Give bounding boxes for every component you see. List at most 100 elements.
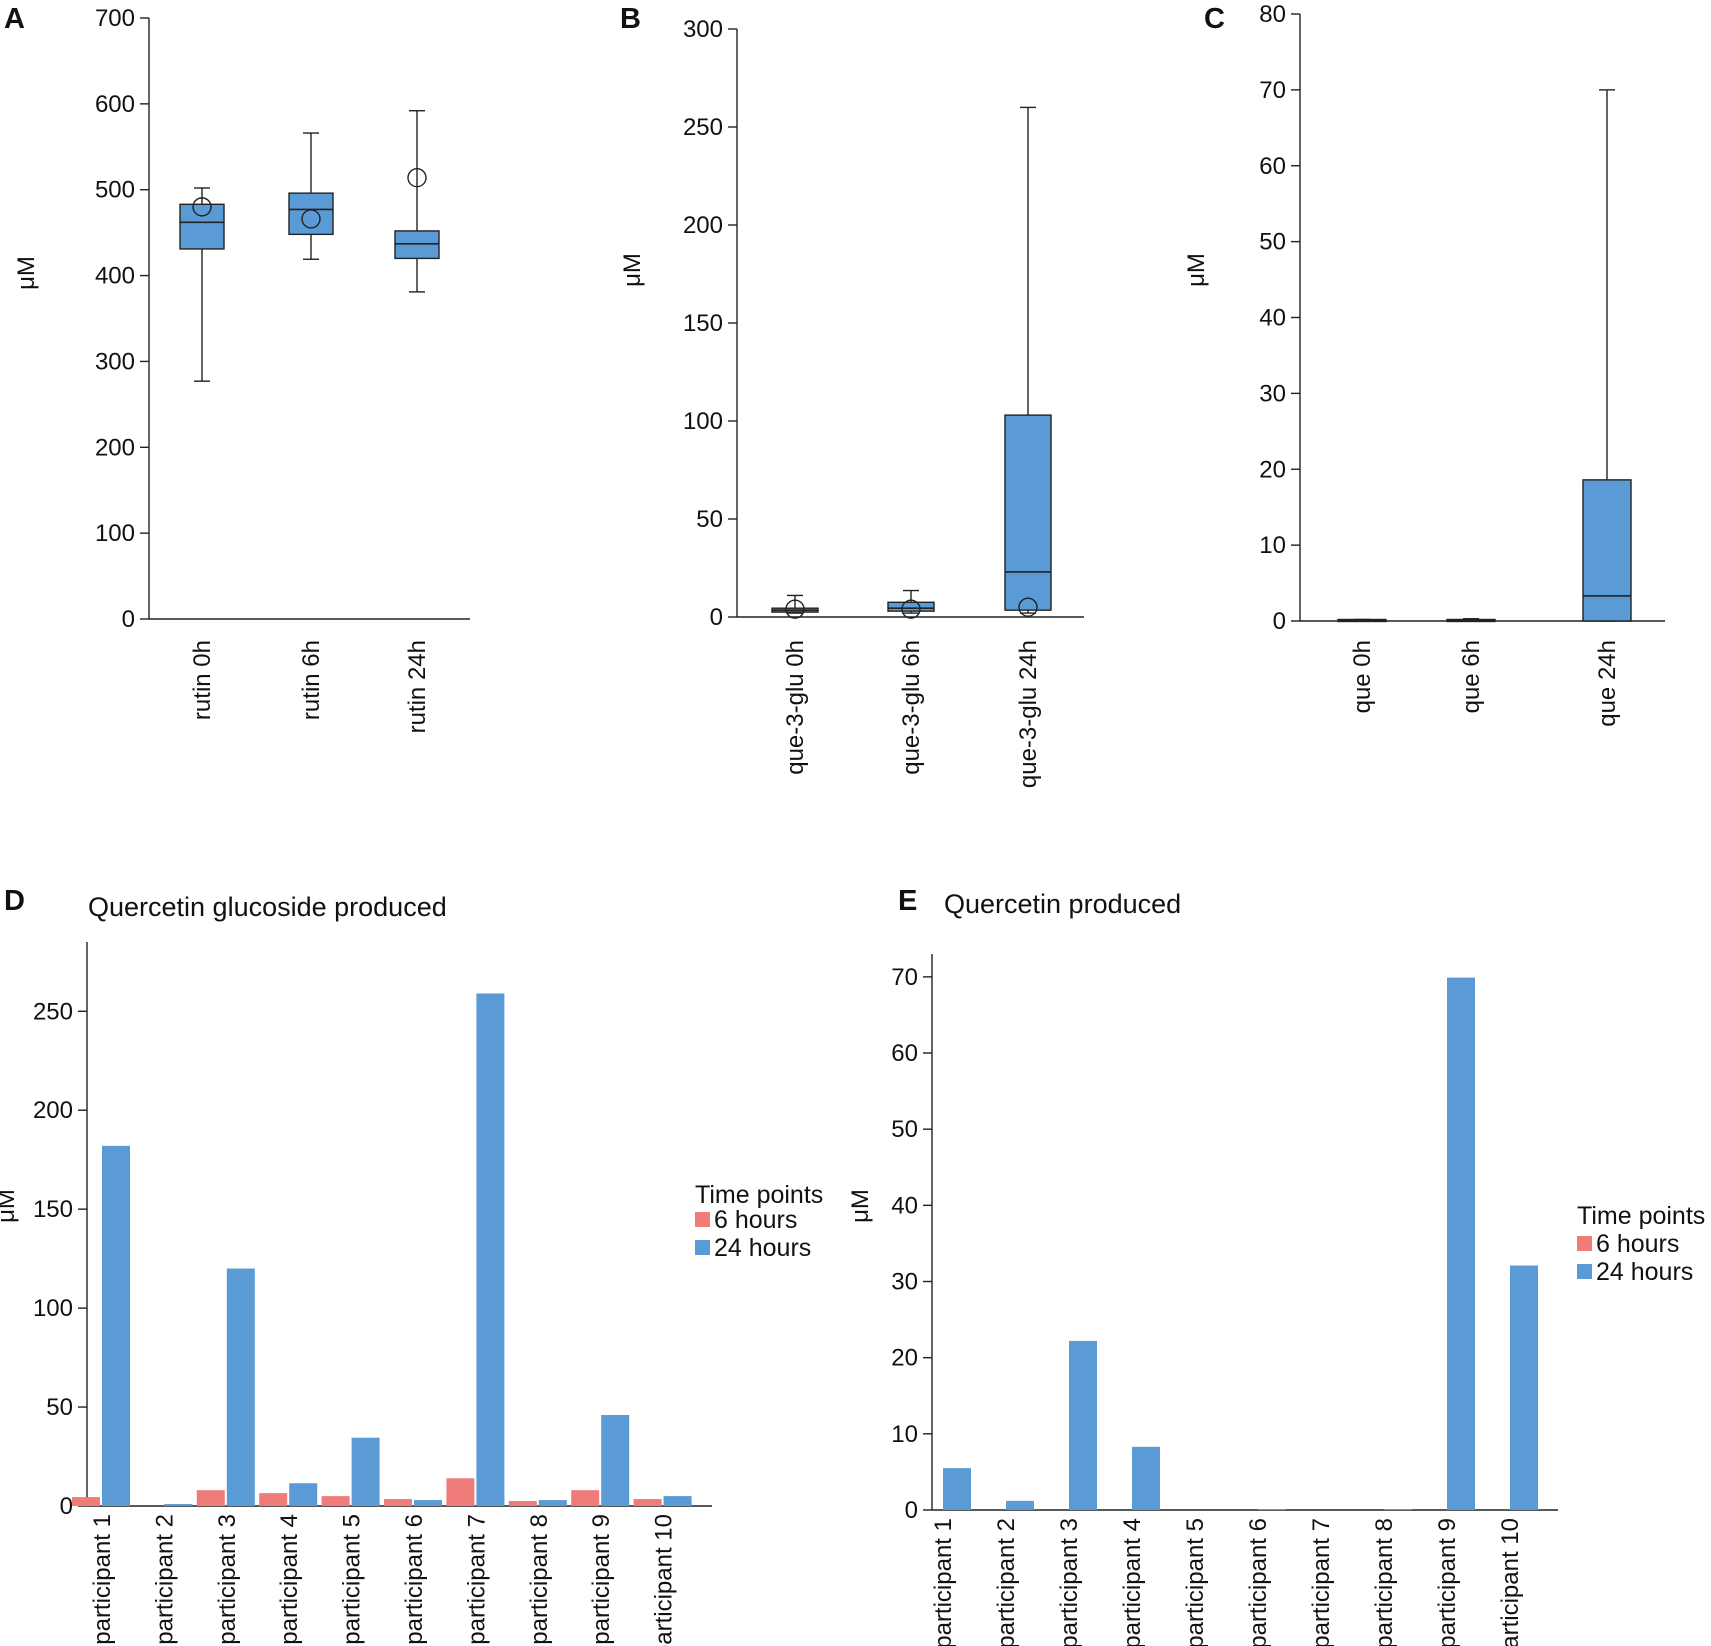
bar-24h-8 (538, 1500, 567, 1506)
y-tick-label: 500 (95, 177, 135, 204)
legend-swatch-2 (695, 1240, 710, 1255)
panel-D: 0 50 100 150 200 250 DμM Quercetin glucoside pr… (0, 885, 823, 1646)
panel-C: 0 10 20 30 40 50 60 70 80 CμM que 0h que 6h que 24h (1183, 1, 1665, 727)
y-tick-label: 600 (95, 91, 135, 118)
bar-6h-8 (508, 1501, 537, 1506)
bar-24h-10 (663, 1496, 692, 1506)
bar-24h-6 (414, 1500, 442, 1506)
legend-label-2: 24 hours (714, 1234, 811, 1262)
mean-marker (1018, 597, 1038, 617)
mean-marker (901, 599, 921, 619)
x-tick-label: que 0h (1349, 640, 1376, 713)
bar-24h-7 (476, 993, 505, 1506)
bar-6h-4 (259, 1493, 288, 1506)
y-tick-label: 200 (683, 212, 723, 239)
y-tick-label: 0 (1273, 608, 1286, 635)
y-tick-label: 30 (891, 1269, 918, 1296)
bar-6h-1 (72, 1497, 100, 1506)
x-tick-label: participant 6 (1245, 1518, 1272, 1646)
y-tick-label: 0 (905, 1497, 918, 1524)
bar-24h-9 (1447, 977, 1475, 1510)
box-iqr (1582, 479, 1632, 622)
y-tick-label: 20 (1259, 456, 1286, 483)
x-tick-label: participant 1 (930, 1518, 957, 1646)
box-2 (887, 589, 935, 619)
x-tick-label: que-3-glu 6h (898, 640, 925, 775)
panel-E: 0 10 20 30 40 50 60 70 EμM Quercetin produced part… (847, 885, 1705, 1646)
x-tick-label: participant 8 (526, 1514, 553, 1645)
x-tick-label: participant 2 (993, 1518, 1020, 1646)
bar-6h-10 (633, 1499, 662, 1506)
x-tick-label: participant 5 (1182, 1518, 1209, 1646)
x-tick-label: participant 6 (401, 1514, 428, 1645)
x-tick-label: participant 2 (151, 1514, 178, 1645)
legend-label-1: 6 hours (714, 1206, 797, 1234)
y-tick-label: 100 (33, 1295, 73, 1322)
box-3 (1582, 89, 1632, 622)
box-3 (394, 110, 440, 293)
y-tick-label: 50 (46, 1394, 73, 1421)
bar-24h-4 (289, 1483, 318, 1506)
box-1 (771, 594, 819, 619)
x-tick-label: que-3-glu 24h (1015, 640, 1042, 788)
y-axis-title: μM (0, 1189, 20, 1223)
legend-swatch-1 (1577, 1236, 1592, 1251)
bar-6h-6 (384, 1499, 412, 1506)
y-tick-label: 40 (1259, 305, 1286, 332)
y-axis-title: μM (847, 1189, 874, 1223)
y-tick-label: 100 (683, 408, 723, 435)
mean-marker (785, 599, 805, 619)
y-axis-title: μM (13, 256, 40, 290)
bar-6h-9 (571, 1490, 600, 1506)
box-iqr (887, 601, 935, 612)
bar-24h-6 (1258, 1509, 1286, 1511)
y-tick-label: 70 (891, 964, 918, 991)
y-tick-label: 30 (1259, 380, 1286, 407)
x-tick-label: que-3-glu 0h (782, 640, 809, 775)
legend-label-2: 24 hours (1596, 1258, 1693, 1286)
panel-label: B (620, 3, 641, 35)
bar-6h-7 (446, 1478, 475, 1506)
bar-24h-3 (1069, 1340, 1097, 1510)
box-iqr (394, 230, 440, 260)
y-tick-label: 50 (1259, 229, 1286, 256)
y-axis-title: μM (1183, 253, 1210, 287)
y-tick-label: 100 (95, 520, 135, 547)
y-tick-label: 0 (710, 604, 723, 631)
y-tick-label: 50 (696, 506, 723, 533)
bar-24h-9 (601, 1414, 630, 1506)
x-tick-label: participant 10 (1497, 1518, 1524, 1646)
x-tick-label: participant 10 (651, 1514, 678, 1646)
box-2 (288, 132, 334, 260)
x-tick-label: que 6h (1458, 640, 1485, 713)
bar-24h-1 (943, 1468, 971, 1510)
y-tick-label: 150 (683, 310, 723, 337)
x-tick-label: participant 8 (1371, 1518, 1398, 1646)
panel-label: C (1204, 3, 1225, 35)
y-tick-label: 700 (95, 5, 135, 32)
box-iqr (1004, 414, 1052, 611)
panel-title: Quercetin produced (944, 889, 1181, 919)
bar-24h-8 (1384, 1509, 1412, 1511)
bar-24h-5 (351, 1437, 380, 1506)
legend-swatch-2 (1577, 1264, 1592, 1279)
x-tick-label: rutin 0h (189, 640, 216, 720)
x-tick-label: rutin 6h (298, 640, 325, 720)
y-tick-label: 20 (891, 1345, 918, 1372)
box-3 (1004, 106, 1052, 617)
y-axis-title: μM (619, 253, 646, 287)
y-tick-label: 150 (33, 1196, 73, 1223)
x-tick-label: participant 4 (276, 1514, 303, 1645)
x-tick-label: participant 9 (588, 1514, 615, 1645)
x-tick-label: participant 5 (339, 1514, 366, 1645)
y-tick-label: 0 (60, 1493, 73, 1520)
y-tick-label: 10 (1259, 532, 1286, 559)
panel-label: A (4, 3, 25, 35)
x-tick-label: participant 7 (463, 1514, 490, 1645)
panel-B: 0 50 100 150 200 250 300 BμM que-3-glu 0h que-3-g… (619, 3, 1084, 788)
y-tick-label: 10 (891, 1421, 918, 1448)
x-tick-label: que 24h (1594, 640, 1621, 727)
